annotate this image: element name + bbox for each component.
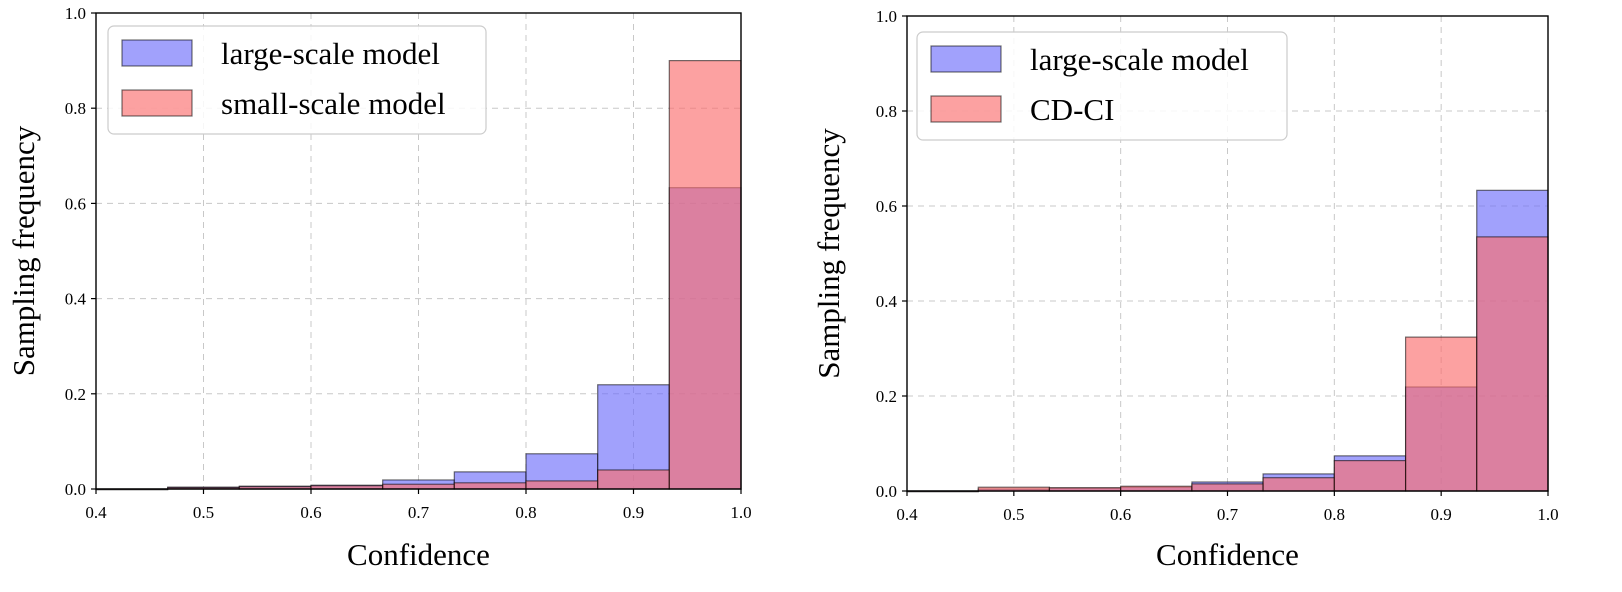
bar-small-9 bbox=[1476, 236, 1549, 492]
x-tick-label: 0.6 bbox=[1110, 505, 1131, 524]
x-tick-label: 0.7 bbox=[408, 503, 430, 522]
y-tick-label: 0.6 bbox=[876, 197, 897, 216]
x-tick-label: 0.9 bbox=[1431, 505, 1452, 524]
bar-small-5 bbox=[1191, 483, 1264, 492]
x-tick-label: 0.6 bbox=[300, 503, 321, 522]
legend-swatch-large bbox=[930, 45, 1002, 73]
bar-small-8 bbox=[1404, 336, 1478, 492]
y-tick-label: 1.0 bbox=[65, 4, 86, 23]
legend: large-scale model small-scale model bbox=[107, 25, 487, 135]
legend: large-scale model CD-CI bbox=[916, 31, 1288, 141]
y-tick-label: 0.0 bbox=[876, 482, 897, 501]
bar-small-7 bbox=[525, 480, 599, 490]
y-tick-label: 0.2 bbox=[876, 387, 897, 406]
x-tick-label: 0.5 bbox=[1003, 505, 1024, 524]
y-tick-label: 0.4 bbox=[876, 292, 898, 311]
bar-small-5 bbox=[382, 483, 455, 490]
bar-small-9 bbox=[668, 59, 742, 490]
bar-small-4 bbox=[1120, 485, 1193, 492]
legend-box bbox=[107, 25, 487, 135]
series-2-bars bbox=[95, 59, 742, 491]
y-axis-label: Sampling frequency bbox=[6, 125, 41, 376]
left-chart-panel: 0.4 0.5 0.6 0.7 0.8 0.9 1.0 0.0 0.2 0.4 0.6 0.8 1.0 C… bbox=[6, 4, 752, 572]
x-axis-label: Confidence bbox=[347, 537, 490, 572]
y-tick-label: 0.6 bbox=[65, 194, 86, 213]
y-tick-label: 1.0 bbox=[876, 7, 897, 26]
bar-small-6 bbox=[453, 482, 527, 490]
legend-swatch-small bbox=[121, 89, 193, 117]
legend-label: small-scale model bbox=[221, 86, 446, 121]
legend-swatch-small bbox=[930, 95, 1002, 123]
y-tick-label: 0.4 bbox=[65, 290, 87, 309]
y-tick-label: 0.0 bbox=[65, 480, 86, 499]
x-tick-label: 0.7 bbox=[1217, 505, 1239, 524]
legend-label: large-scale model bbox=[1030, 42, 1249, 77]
legend-swatch-large bbox=[121, 39, 193, 67]
legend-label: CD-CI bbox=[1030, 92, 1114, 127]
bar-small-6 bbox=[1262, 477, 1335, 492]
y-tick-label: 0.8 bbox=[876, 102, 897, 121]
x-tick-label: 0.8 bbox=[515, 503, 536, 522]
legend-label: large-scale model bbox=[221, 36, 440, 71]
x-axis-label: Confidence bbox=[1156, 537, 1299, 572]
y-tick-label: 0.2 bbox=[65, 385, 86, 404]
legend-box bbox=[916, 31, 1288, 141]
x-tick-label: 1.0 bbox=[730, 503, 751, 522]
x-tick-label: 0.4 bbox=[896, 505, 918, 524]
x-tick-label: 0.9 bbox=[623, 503, 644, 522]
x-tick-label: 0.4 bbox=[85, 503, 107, 522]
y-axis-label: Sampling frequency bbox=[811, 128, 846, 379]
series-2-bars bbox=[906, 236, 1549, 493]
x-tick-label: 0.5 bbox=[193, 503, 214, 522]
bar-small-7 bbox=[1333, 460, 1407, 492]
x-tick-label: 1.0 bbox=[1537, 505, 1558, 524]
x-tick-label: 0.8 bbox=[1324, 505, 1345, 524]
y-tick-label: 0.8 bbox=[65, 99, 86, 118]
bar-small-8 bbox=[597, 469, 670, 490]
right-chart-panel: 0.4 0.5 0.6 0.7 0.8 0.9 1.0 0.0 0.2 0.4 0.6 0.8 1.0 C… bbox=[811, 7, 1559, 572]
